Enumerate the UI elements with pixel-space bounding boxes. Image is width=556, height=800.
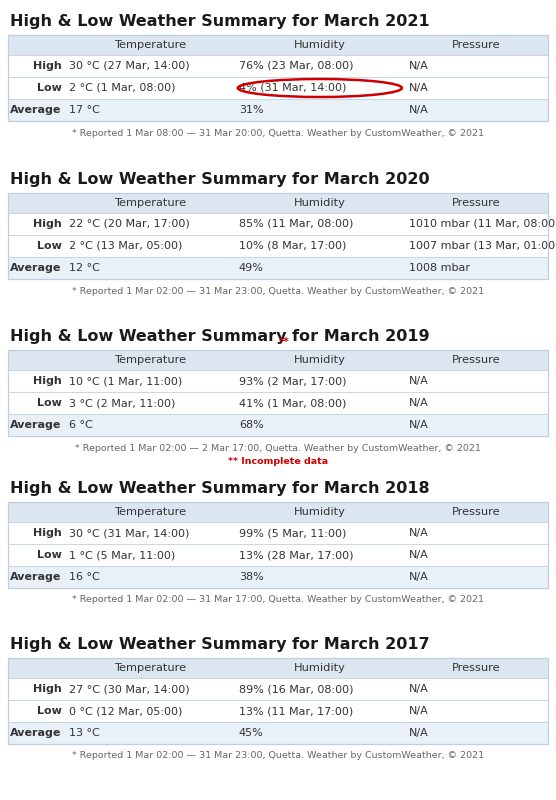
Text: * Reported 1 Mar 02:00 — 31 Mar 23:00, Quetta. Weather by CustomWeather, © 2021: * Reported 1 Mar 02:00 — 31 Mar 23:00, Q… — [72, 751, 484, 761]
Text: 12 °C: 12 °C — [69, 263, 100, 273]
Text: 22 °C (20 Mar, 17:00): 22 °C (20 Mar, 17:00) — [69, 219, 190, 229]
Text: Low: Low — [37, 706, 62, 716]
Text: 85% (11 Mar, 08:00): 85% (11 Mar, 08:00) — [239, 219, 353, 229]
Text: 13 °C: 13 °C — [69, 728, 100, 738]
Text: 38%: 38% — [239, 572, 264, 582]
Text: 17 °C: 17 °C — [69, 105, 100, 115]
Text: 0 °C (12 Mar, 05:00): 0 °C (12 Mar, 05:00) — [69, 706, 182, 716]
Text: Pressure: Pressure — [452, 355, 501, 365]
Text: N/A: N/A — [409, 105, 429, 115]
Text: Average: Average — [11, 263, 62, 273]
Text: N/A: N/A — [409, 420, 429, 430]
Text: * Reported 1 Mar 02:00 — 31 Mar 17:00, Quetta. Weather by CustomWeather, © 2021: * Reported 1 Mar 02:00 — 31 Mar 17:00, Q… — [72, 595, 484, 605]
Text: N/A: N/A — [409, 528, 429, 538]
Text: High & Low Weather Summary for March 2017: High & Low Weather Summary for March 201… — [10, 637, 430, 652]
Text: N/A: N/A — [409, 706, 429, 716]
Text: Temperature: Temperature — [113, 507, 186, 517]
Text: N/A: N/A — [409, 398, 429, 408]
Text: 2 °C (13 Mar, 05:00): 2 °C (13 Mar, 05:00) — [69, 241, 182, 251]
Text: Humidity: Humidity — [294, 198, 346, 208]
Text: N/A: N/A — [409, 550, 429, 560]
Text: 4% (31 Mar, 14:00): 4% (31 Mar, 14:00) — [239, 83, 346, 93]
Text: Pressure: Pressure — [452, 507, 501, 517]
Text: 27 °C (30 Mar, 14:00): 27 °C (30 Mar, 14:00) — [69, 684, 190, 694]
Text: 31%: 31% — [239, 105, 264, 115]
Text: N/A: N/A — [409, 83, 429, 93]
Text: High: High — [33, 528, 62, 538]
Text: N/A: N/A — [409, 684, 429, 694]
Text: ** Incomplete data: ** Incomplete data — [228, 458, 328, 466]
Text: Low: Low — [37, 241, 62, 251]
Text: 1 °C (5 Mar, 11:00): 1 °C (5 Mar, 11:00) — [69, 550, 175, 560]
Text: High & Low Weather Summary for March 2018: High & Low Weather Summary for March 201… — [10, 481, 430, 496]
Text: High: High — [33, 376, 62, 386]
Text: 93% (2 Mar, 17:00): 93% (2 Mar, 17:00) — [239, 376, 346, 386]
Text: Humidity: Humidity — [294, 663, 346, 673]
Text: 10 °C (1 Mar, 11:00): 10 °C (1 Mar, 11:00) — [69, 376, 182, 386]
Text: 16 °C: 16 °C — [69, 572, 100, 582]
Text: 68%: 68% — [239, 420, 264, 430]
Text: Temperature: Temperature — [113, 663, 186, 673]
Text: **: ** — [279, 337, 289, 346]
Text: 41% (1 Mar, 08:00): 41% (1 Mar, 08:00) — [239, 398, 346, 408]
Text: Low: Low — [37, 398, 62, 408]
Text: Pressure: Pressure — [452, 198, 501, 208]
Text: Temperature: Temperature — [113, 355, 186, 365]
Text: 30 °C (27 Mar, 14:00): 30 °C (27 Mar, 14:00) — [69, 61, 190, 71]
Text: 13% (11 Mar, 17:00): 13% (11 Mar, 17:00) — [239, 706, 353, 716]
Text: 10% (8 Mar, 17:00): 10% (8 Mar, 17:00) — [239, 241, 346, 251]
Text: 76% (23 Mar, 08:00): 76% (23 Mar, 08:00) — [239, 61, 353, 71]
Text: 89% (16 Mar, 08:00): 89% (16 Mar, 08:00) — [239, 684, 353, 694]
Text: Humidity: Humidity — [294, 40, 346, 50]
Text: 2 °C (1 Mar, 08:00): 2 °C (1 Mar, 08:00) — [69, 83, 175, 93]
Text: Humidity: Humidity — [294, 355, 346, 365]
Text: Pressure: Pressure — [452, 40, 501, 50]
Text: 1008 mbar: 1008 mbar — [409, 263, 470, 273]
Text: * Reported 1 Mar 02:00 — 31 Mar 23:00, Quetta. Weather by CustomWeather, © 2021: * Reported 1 Mar 02:00 — 31 Mar 23:00, Q… — [72, 286, 484, 295]
Text: N/A: N/A — [409, 61, 429, 71]
Text: Temperature: Temperature — [113, 198, 186, 208]
Text: 6 °C: 6 °C — [69, 420, 92, 430]
Text: 13% (28 Mar, 17:00): 13% (28 Mar, 17:00) — [239, 550, 353, 560]
Text: 99% (5 Mar, 11:00): 99% (5 Mar, 11:00) — [239, 528, 346, 538]
Text: High: High — [33, 61, 62, 71]
Text: 1010 mbar (11 Mar, 08:00): 1010 mbar (11 Mar, 08:00) — [409, 219, 556, 229]
Text: 45%: 45% — [239, 728, 264, 738]
Text: Temperature: Temperature — [113, 40, 186, 50]
Text: N/A: N/A — [409, 572, 429, 582]
Text: Average: Average — [11, 728, 62, 738]
Text: Humidity: Humidity — [294, 507, 346, 517]
Text: 3 °C (2 Mar, 11:00): 3 °C (2 Mar, 11:00) — [69, 398, 175, 408]
Text: Average: Average — [11, 572, 62, 582]
Text: Average: Average — [11, 420, 62, 430]
Text: Low: Low — [37, 83, 62, 93]
Text: 1007 mbar (13 Mar, 01:00): 1007 mbar (13 Mar, 01:00) — [409, 241, 556, 251]
Text: 30 °C (31 Mar, 14:00): 30 °C (31 Mar, 14:00) — [69, 528, 189, 538]
Text: High & Low Weather Summary for March 2021: High & Low Weather Summary for March 202… — [10, 14, 430, 29]
Text: High & Low Weather Summary for March 2020: High & Low Weather Summary for March 202… — [10, 172, 430, 187]
Text: * Reported 1 Mar 08:00 — 31 Mar 20:00, Quetta. Weather by CustomWeather, © 2021: * Reported 1 Mar 08:00 — 31 Mar 20:00, Q… — [72, 129, 484, 138]
Text: * Reported 1 Mar 02:00 — 2 Mar 17:00, Quetta. Weather by CustomWeather, © 2021: * Reported 1 Mar 02:00 — 2 Mar 17:00, Qu… — [75, 443, 481, 453]
Text: N/A: N/A — [409, 376, 429, 386]
Text: Pressure: Pressure — [452, 663, 501, 673]
Text: High & Low Weather Summary for March 2019: High & Low Weather Summary for March 201… — [10, 329, 430, 344]
Text: Low: Low — [37, 550, 62, 560]
Text: Average: Average — [11, 105, 62, 115]
Text: High: High — [33, 684, 62, 694]
Text: High: High — [33, 219, 62, 229]
Text: 49%: 49% — [239, 263, 264, 273]
Text: N/A: N/A — [409, 728, 429, 738]
